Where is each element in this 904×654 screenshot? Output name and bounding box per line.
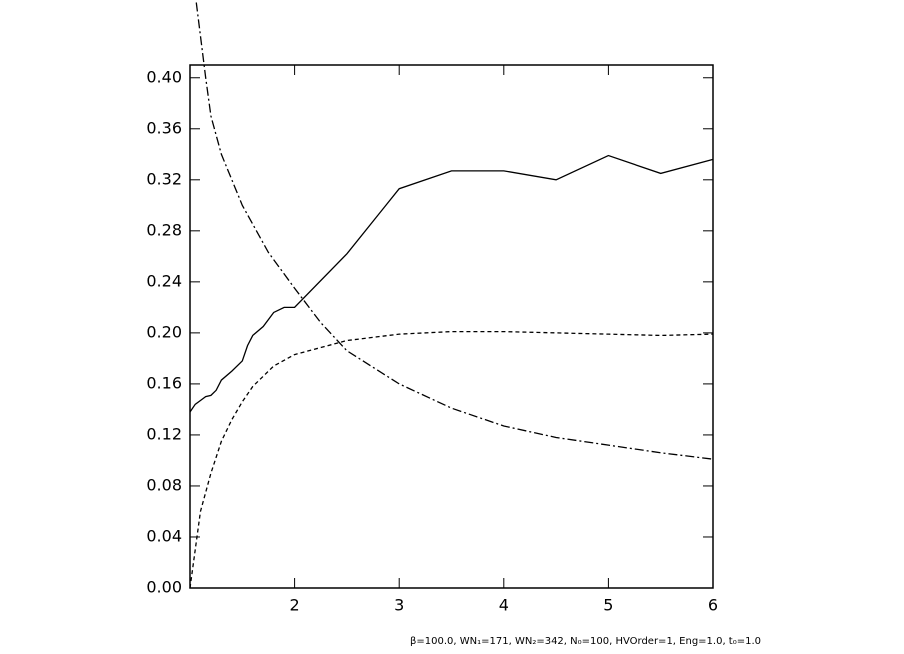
data-line [195,2,714,460]
data-line [189,330,714,589]
x-tick-label: 2 [290,596,300,615]
data-line [189,154,714,413]
y-tick-label: 0.36 [146,118,182,137]
plot-frame [189,64,714,589]
y-tick-label: 0.16 [146,373,182,392]
y-tick-label: 0.32 [146,169,182,188]
y-tick-label: 0.24 [146,271,182,290]
x-tick-label: 4 [499,596,509,615]
y-tick-label: 0.04 [146,526,182,545]
x-tick-label: 5 [603,596,613,615]
footnote: β=100.0, WN₁=171, WN₂=342, N₀=100, HVOrd… [410,636,761,647]
y-tick-label: 0.40 [146,67,182,86]
x-tick-label: 3 [394,596,404,615]
y-tick-label: 0.12 [146,424,182,443]
y-tick-label: 0.28 [146,220,182,239]
y-tick-label: 0.08 [146,475,182,494]
y-tick-label: 0.00 [146,578,182,597]
y-tick-label: 0.20 [146,322,182,341]
x-tick-label: 6 [708,596,718,615]
